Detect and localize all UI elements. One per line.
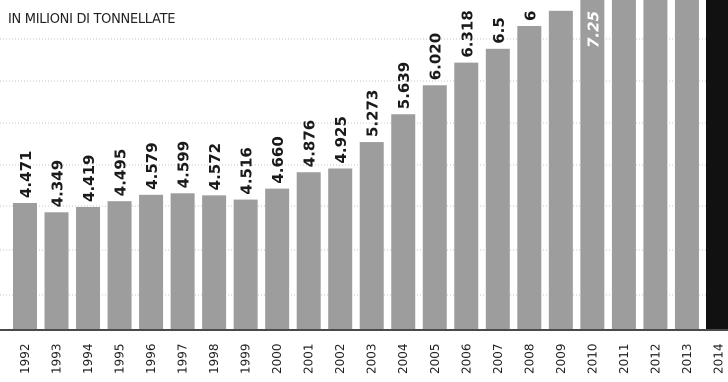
bar-1994 [76,206,101,330]
x-tick-1995: 1995 [113,343,127,374]
x-tick-1992: 1992 [18,343,32,374]
x-tick-2004: 2004 [396,343,410,374]
bar-2009 [548,10,573,331]
x-tick-1994: 1994 [81,343,95,374]
x-tick-2010: 2010 [585,343,599,374]
value-label-2006: 6.318 [458,10,476,57]
x-tick-1998: 1998 [207,343,221,374]
x-tick-1993: 1993 [50,343,64,374]
x-tick-2009: 2009 [554,343,568,374]
bar-1997 [170,193,195,330]
x-tick-1996: 1996 [144,343,158,374]
value-label-1992: 4.471 [17,151,35,198]
x-tick-2000: 2000 [270,343,284,374]
value-label-1995: 4.495 [112,149,130,196]
chart-subtitle: IN MILIONI DI TONNELLATE [8,12,175,27]
x-tick-2005: 2005 [428,343,442,374]
x-axis-tick-labels: 1992 1993 1994 1995 1996 1997 1998 1999 2000 2001… [18,343,725,374]
bar-2002 [328,168,353,330]
x-tick-2002: 2002 [333,343,347,374]
bar-2000 [265,188,290,330]
dark-column-2014 [706,0,728,330]
bars [13,0,728,331]
value-label-1996: 4.579 [143,142,161,189]
value-label-2004: 5.639 [395,62,413,109]
axis-baseline [0,329,728,331]
bar-2003 [359,142,384,330]
bar-2012 [643,0,668,330]
x-tick-2006: 2006 [459,343,473,374]
subtitle-backdrop [0,5,228,29]
x-tick-1999: 1999 [239,343,253,374]
value-label-2005: 6.020 [427,33,445,80]
bar-1996 [139,194,164,330]
x-tick-2008: 2008 [522,343,536,374]
bar-2008 [517,26,542,330]
bar-2005 [422,85,447,330]
x-tick-2007: 2007 [491,343,505,374]
x-tick-1997: 1997 [176,343,190,374]
x-tick-2012: 2012 [648,343,662,374]
bar-2010 [580,0,605,330]
value-label-1994: 4.419 [80,155,98,202]
value-label-1998: 4.572 [206,143,224,190]
value-label-1997: 4.599 [175,141,193,188]
x-tick-2001: 2001 [302,343,316,374]
bar-2006 [454,62,479,331]
bar-1993 [44,212,69,330]
bar-2013 [674,0,699,330]
value-label-1999: 4.516 [238,147,256,194]
bar-1999 [233,199,258,330]
bar-2011 [611,0,636,330]
value-labels: 4.471 4.349 4.419 4.495 4.579 4.599 4.572 4.516… [17,10,602,207]
bar-2001 [296,172,321,330]
x-tick-2013: 2013 [680,343,694,374]
bar-1995 [107,201,132,330]
x-tick-2003: 2003 [365,343,379,374]
bar-2007 [485,48,510,331]
value-label-2000: 4.660 [269,136,287,183]
value-label-2010: 7.25 [584,11,602,48]
value-label-2007: 6.5 [490,17,508,44]
bar-1992 [13,203,37,330]
bar-1998 [202,195,227,330]
value-label-2003: 5.273 [364,90,382,137]
value-label-2008: 6 [521,11,539,21]
value-label-2002: 4.925 [332,116,350,163]
bar-2004 [391,114,416,331]
x-tick-2014: 2014 [711,343,725,374]
value-label-1993: 4.349 [49,160,67,207]
value-label-2001: 4.876 [301,120,319,167]
x-tick-2011: 2011 [617,343,631,374]
